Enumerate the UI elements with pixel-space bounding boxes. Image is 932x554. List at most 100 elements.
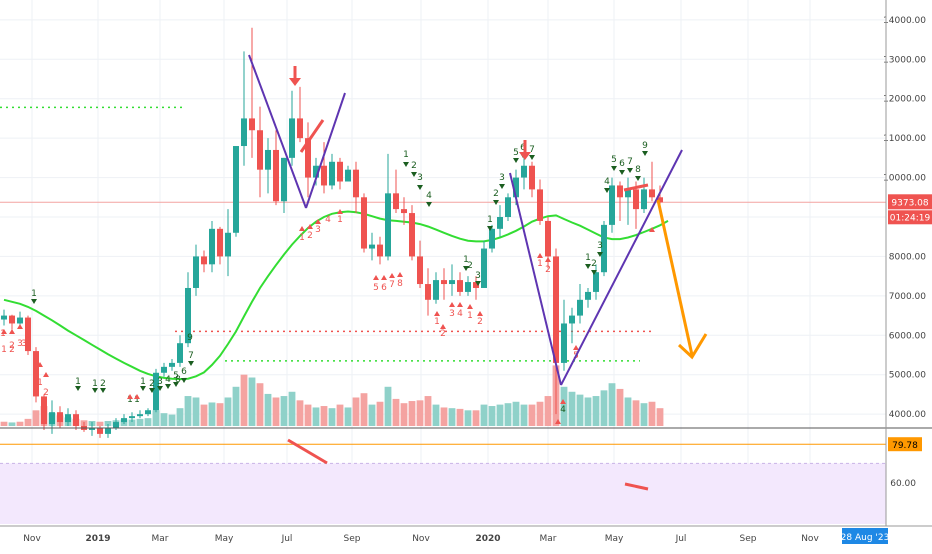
- price-tick-label: 4000.00: [889, 410, 926, 420]
- candle-body: [233, 146, 239, 233]
- candle-body: [65, 414, 71, 423]
- td-down-triangle: [403, 162, 409, 167]
- volume-bar: [576, 394, 584, 426]
- candle-body: [409, 213, 415, 257]
- volume-bar: [312, 407, 320, 426]
- td-down-triangle: [499, 184, 505, 189]
- td-down-triangle: [157, 386, 163, 391]
- volume-bar: [184, 396, 192, 426]
- time-tick-label: Nov: [801, 534, 819, 544]
- candle-body: [449, 280, 455, 285]
- drawings[interactable]: [248, 54, 708, 491]
- time-tick-label: 2019: [85, 534, 110, 544]
- td-count-label: 7: [627, 157, 633, 167]
- candle-body: [609, 185, 615, 225]
- volume-bar: [464, 410, 472, 426]
- candle-body: [633, 189, 639, 210]
- candle-body: [41, 396, 47, 425]
- td-down-triangle: [411, 172, 417, 177]
- time-tick-label: Jul: [281, 534, 293, 544]
- td-count-label: 2: [149, 379, 155, 389]
- time-tick-label: May: [215, 534, 234, 544]
- candle-body: [537, 189, 543, 221]
- candle-body: [129, 416, 135, 419]
- candle-body: [529, 165, 535, 190]
- td-count-label: 2: [493, 189, 499, 199]
- volume-bar: [136, 418, 144, 426]
- volume-bar: [216, 403, 224, 426]
- volume-bar: [624, 397, 632, 426]
- td-count-label: 6: [181, 367, 187, 377]
- volume-bar: [232, 386, 240, 426]
- candle-body: [361, 197, 367, 249]
- candle-body: [185, 287, 191, 344]
- time-tick-label: 2020: [475, 534, 500, 544]
- candle-body: [113, 422, 119, 428]
- candle-body: [385, 193, 391, 257]
- volume-bar: [320, 406, 328, 426]
- td-down-triangle: [635, 176, 641, 181]
- trendline: [509, 172, 562, 386]
- candle-body: [281, 157, 287, 202]
- volume-bar: [160, 413, 168, 426]
- td-up-triangle: [537, 253, 543, 258]
- candle-body: [9, 315, 15, 324]
- td-up-triangle: [299, 226, 305, 231]
- td-up-triangle: [307, 224, 313, 229]
- candle-body: [513, 177, 519, 198]
- volume-bar: [560, 386, 568, 426]
- volume-bar: [376, 401, 384, 426]
- volume-bar: [192, 397, 200, 426]
- td-count-label: 3: [157, 377, 163, 387]
- td-down-triangle: [173, 382, 179, 387]
- td-count-label: 1: [463, 255, 469, 265]
- volume-bar: [240, 374, 248, 426]
- volume-bar: [472, 410, 480, 426]
- volume-bar: [248, 377, 256, 426]
- time-tick-label: Jul: [675, 534, 687, 544]
- td-up-triangle: [457, 302, 463, 307]
- td-down-triangle: [165, 384, 171, 389]
- candle-body: [481, 248, 487, 288]
- volume-bar: [656, 408, 664, 426]
- td-count-label: 3: [499, 173, 505, 183]
- volume-bar: [336, 404, 344, 426]
- candle-body: [553, 256, 559, 363]
- td-count-label: 1: [92, 379, 98, 389]
- td-down-triangle: [529, 155, 535, 160]
- td-down-triangle: [611, 166, 617, 171]
- td-count-label: 4: [457, 309, 463, 319]
- td-up-triangle: [545, 257, 551, 262]
- td-up-triangle: [449, 302, 455, 307]
- td-count-label: 6: [381, 283, 387, 293]
- td-count-label: 1: [1, 345, 7, 355]
- volume-bar: [480, 404, 488, 426]
- volume-bar: [392, 398, 400, 426]
- candle-body: [33, 351, 39, 397]
- volume-bar: [424, 396, 432, 426]
- td-count-label: 3: [449, 309, 455, 319]
- candle-body: [145, 410, 151, 415]
- td-count-label: 8: [635, 165, 641, 175]
- td-up-triangle: [397, 272, 403, 277]
- td-up-triangle: [649, 227, 655, 232]
- candle-body: [457, 280, 463, 292]
- td-down-triangle: [188, 361, 194, 366]
- candle-body: [625, 189, 631, 198]
- candle-body: [257, 130, 263, 170]
- td-count-label: 9: [187, 333, 193, 343]
- td-labels: 1234112112123456789123111234156781234123…: [0, 141, 655, 424]
- arrow-head-icon: [289, 78, 301, 86]
- td-count-label: 8: [397, 279, 403, 289]
- td-up-triangle: [434, 311, 440, 316]
- td-up-triangle: [43, 372, 49, 377]
- candle-body: [49, 412, 55, 425]
- volume-bar: [400, 403, 408, 426]
- rsi-value-label: 79.78: [892, 441, 918, 451]
- volume-bar: [104, 421, 112, 426]
- candle-body: [569, 315, 575, 324]
- td-count-label: 1: [140, 377, 146, 387]
- td-down-triangle: [642, 151, 648, 156]
